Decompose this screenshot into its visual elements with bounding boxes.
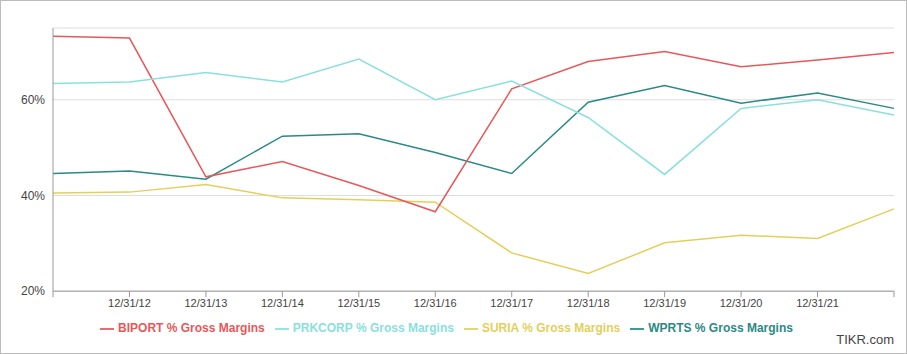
svg-text:12/31/13: 12/31/13 <box>184 297 227 309</box>
svg-text:12/31/14: 12/31/14 <box>261 297 304 309</box>
html-text:SURIA % Gross Margins: SURIA % Gross Margins <box>481 321 621 336</box>
svg-text:60%: 60% <box>21 93 45 107</box>
svg-text:12/31/17: 12/31/17 <box>490 297 533 309</box>
svg-text:12/31/15: 12/31/15 <box>337 297 380 309</box>
html-text:BIPORT % Gross Margins: BIPORT % Gross Margins <box>118 321 265 336</box>
svg-text:12/31/16: 12/31/16 <box>414 297 457 309</box>
html-text:PRKCORP % Gross Margins: PRKCORP % Gross Margins <box>292 321 454 336</box>
svg-text:12/31/20: 12/31/20 <box>720 297 763 309</box>
svg-text:12/31/21: 12/31/21 <box>796 297 839 309</box>
svg-text:12/31/12: 12/31/12 <box>108 297 151 309</box>
svg-text:20%: 20% <box>21 284 45 298</box>
svg-text:40%: 40% <box>21 189 45 203</box>
svg-text:12/31/19: 12/31/19 <box>643 297 686 309</box>
html-text:WPRTS % Gross Margins: WPRTS % Gross Margins <box>648 321 793 336</box>
html-text:TIKR.com: TIKR.com <box>836 332 894 347</box>
svg-text:12/31/18: 12/31/18 <box>567 297 610 309</box>
